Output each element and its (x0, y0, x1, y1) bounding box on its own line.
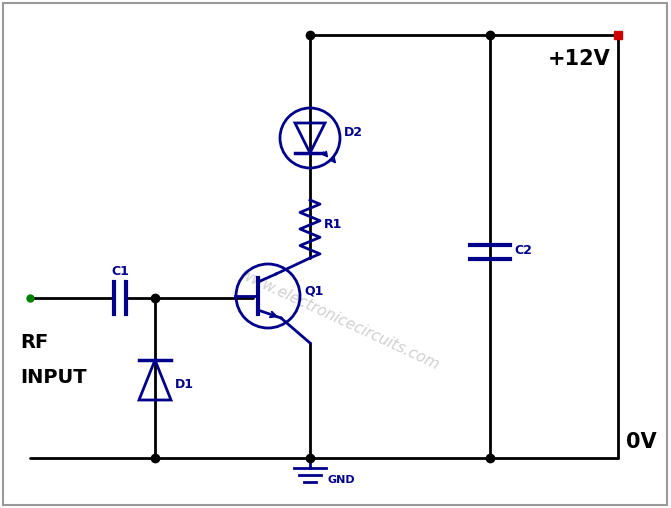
Text: RF: RF (20, 333, 48, 352)
Text: 0V: 0V (626, 432, 657, 452)
Text: D1: D1 (175, 377, 194, 391)
Text: D2: D2 (344, 126, 363, 140)
Text: C1: C1 (111, 265, 129, 278)
Text: GND: GND (328, 475, 356, 485)
Text: R1: R1 (324, 217, 342, 231)
Text: C2: C2 (514, 243, 532, 257)
Text: +12V: +12V (548, 49, 610, 69)
Text: INPUT: INPUT (20, 368, 87, 387)
Text: Q1: Q1 (304, 284, 323, 298)
Text: www.electronicecircuits.com: www.electronicecircuits.com (238, 267, 442, 373)
